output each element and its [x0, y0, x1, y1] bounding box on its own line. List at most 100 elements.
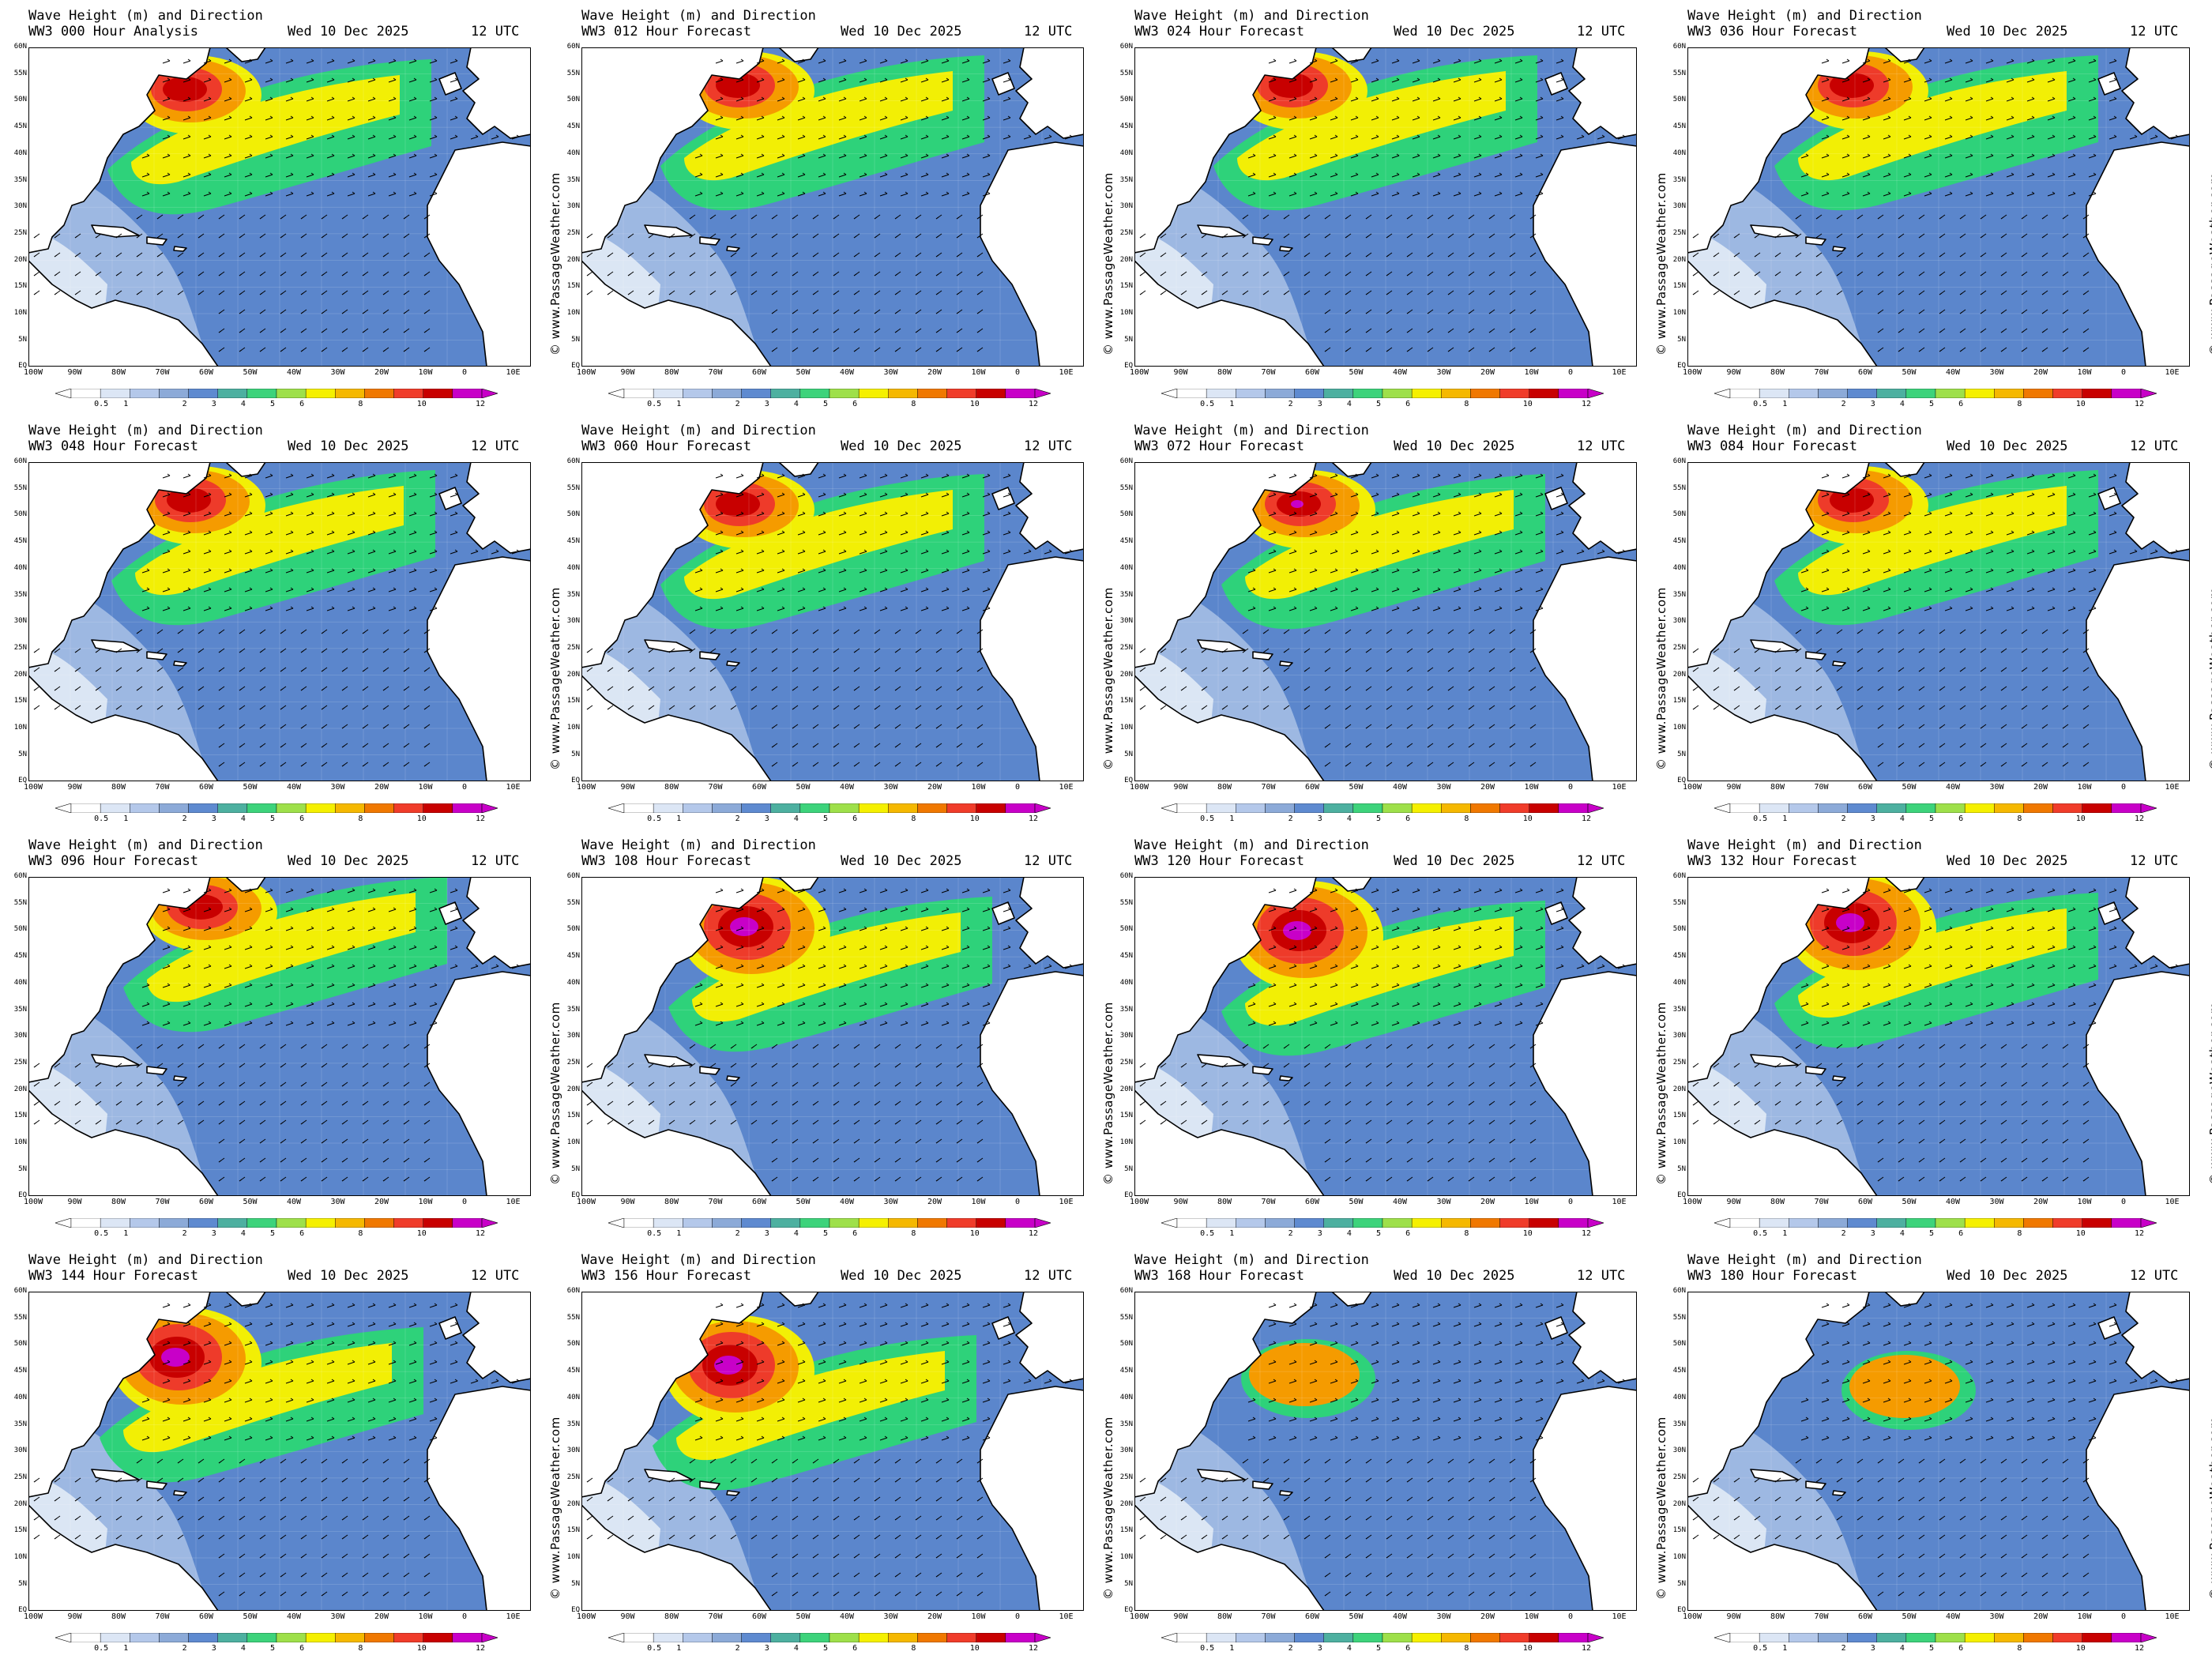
- latitude-label: 35N: [566, 590, 580, 599]
- colorbar-swatch: [917, 803, 947, 813]
- forecast-hour-label: WW3 120 Hour Forecast: [1134, 853, 1304, 869]
- forecast-panel: Wave Height (m) and Direction WW3 072 Hou…: [1106, 415, 1668, 830]
- longitude-label: 20W: [927, 1612, 942, 1621]
- wave-height-colorbar: [55, 803, 498, 813]
- colorbar-swatch: [1729, 1633, 1760, 1642]
- latitude-label: 55N: [1672, 69, 1686, 77]
- colorbar-label: 2: [1841, 1644, 1846, 1653]
- longitude-label: 40W: [287, 368, 302, 377]
- colorbar-swatch: [1323, 1633, 1354, 1642]
- colorbar-label: 1: [1782, 814, 1788, 823]
- colorbar-label: 10: [416, 400, 427, 408]
- wave-height-colorbar: [1714, 803, 2157, 813]
- colorbar-label: 0.5: [94, 1229, 109, 1238]
- longitude-label: 0: [2121, 368, 2127, 377]
- wave-height-map: [28, 47, 531, 367]
- longitude-label: 90W: [620, 1612, 635, 1621]
- longitude-label: 10W: [418, 1612, 433, 1621]
- latitude-label: EQ: [18, 1191, 27, 1200]
- forecast-panel: Wave Height (m) and Direction WW3 084 Hou…: [1659, 415, 2212, 830]
- colorbar-label: 2: [182, 814, 187, 823]
- longitude-label: 20W: [2033, 368, 2048, 377]
- longitude-label: 60W: [1858, 368, 1873, 377]
- colorbar-label: 0.5: [1753, 1644, 1768, 1653]
- colorbar-swatch: [1176, 1633, 1207, 1642]
- colorbar-label: 1: [676, 1644, 682, 1653]
- colorbar-label: 8: [911, 814, 916, 823]
- longitude-label: 10E: [2165, 1612, 2180, 1621]
- longitude-label: 40W: [840, 1198, 855, 1206]
- longitude-label: 70W: [1261, 1612, 1276, 1621]
- forecast-panel: Wave Height (m) and Direction WW3 000 Hou…: [0, 0, 562, 415]
- latitude-label: 15N: [566, 1526, 580, 1535]
- longitude-label: 10W: [2077, 1198, 2092, 1206]
- panel-title: Wave Height (m) and Direction: [28, 1252, 263, 1268]
- colorbar-swatch: [1499, 389, 1529, 398]
- forecast-panel: Wave Height (m) and Direction WW3 096 Hou…: [0, 830, 562, 1244]
- latitude-label: 45N: [1119, 122, 1133, 131]
- latitude-label: 15N: [1672, 697, 1686, 705]
- longitude-label: 90W: [67, 1198, 82, 1206]
- landmass: [581, 462, 1084, 781]
- colorbar-label: 1: [1229, 1644, 1235, 1653]
- latitude-label: 15N: [1672, 1526, 1686, 1535]
- longitude-label: 0: [2121, 783, 2127, 792]
- wave-height-map: [28, 877, 531, 1196]
- wave-height-colorbar: [1161, 803, 1604, 813]
- colorbar-swatch: [1964, 803, 1995, 813]
- colorbar-label: 8: [1464, 400, 1469, 408]
- latitude-label: 45N: [13, 952, 27, 961]
- latitude-label: 50N: [1672, 925, 1686, 934]
- latitude-label: EQ: [18, 1606, 27, 1615]
- longitude-label: 30W: [883, 1612, 898, 1621]
- forecast-hour-label: WW3 180 Hour Forecast: [1687, 1268, 1857, 1284]
- colorbar-label: 12: [1029, 814, 1039, 823]
- colorbar-label: 3: [1870, 814, 1875, 823]
- copyright-credit: © www.PassageWeather.com: [1101, 172, 1115, 356]
- latitude-label: 10N: [1119, 1138, 1133, 1146]
- latitude-label: 10N: [566, 309, 580, 317]
- colorbar-label: 0.5: [1200, 1229, 1215, 1238]
- latitude-label: 5N: [1124, 1164, 1133, 1173]
- latitude-label: 40N: [1672, 563, 1686, 572]
- latitude-label: 60N: [1119, 43, 1133, 51]
- latitude-label: 25N: [1672, 1058, 1686, 1066]
- colorbar-swatch: [2052, 389, 2082, 398]
- latitude-label: 45N: [566, 122, 580, 131]
- latitude-label: 15N: [1119, 697, 1133, 705]
- longitude-label: 90W: [1173, 783, 1188, 792]
- colorbar-swatch: [1935, 1633, 1966, 1642]
- longitude-label: 10E: [1059, 783, 1074, 792]
- longitude-label: 10E: [1059, 368, 1074, 377]
- longitude-label: 60W: [752, 1612, 767, 1621]
- longitude-label: 70W: [1814, 1612, 1829, 1621]
- forecast-hour-label: WW3 036 Hour Forecast: [1687, 24, 1857, 40]
- wave-height-colorbar: [1714, 1633, 2157, 1642]
- colorbar-swatch: [741, 803, 771, 813]
- colorbar-label: 10: [1522, 814, 1533, 823]
- panel-title: Wave Height (m) and Direction: [1134, 423, 1369, 438]
- wave-direction-arrows: [33, 888, 520, 1182]
- colorbar-label: 6: [1405, 814, 1411, 823]
- latitude-label: 55N: [13, 483, 27, 492]
- longitude-label: 70W: [1814, 783, 1829, 792]
- colorbar-swatch: [888, 389, 918, 398]
- colorbar-swatch: [653, 1633, 683, 1642]
- longitude-label: 60W: [1305, 368, 1320, 377]
- latitude-label: 35N: [1119, 590, 1133, 599]
- latitude-label: 50N: [1672, 510, 1686, 519]
- latitude-label: 20N: [13, 1499, 27, 1508]
- wave-height-map: [1134, 47, 1637, 367]
- colorbar-swatch: [1294, 389, 1324, 398]
- colorbar-swatch: [1441, 1218, 1471, 1228]
- colorbar-swatch: [159, 1218, 189, 1228]
- longitude-label: 50W: [1902, 1198, 1917, 1206]
- copyright-credit: © www.PassageWeather.com: [548, 1416, 562, 1600]
- colorbar-label: 2: [735, 1229, 740, 1238]
- latitude-label: 20N: [566, 670, 580, 679]
- longitude-label: 10W: [971, 1612, 986, 1621]
- forecast-panel: Wave Height (m) and Direction WW3 036 Hou…: [1659, 0, 2212, 415]
- latitude-label: 30N: [566, 202, 580, 211]
- colorbar-label: 5: [1929, 1229, 1935, 1238]
- colorbar-label: 12: [1029, 1644, 1039, 1653]
